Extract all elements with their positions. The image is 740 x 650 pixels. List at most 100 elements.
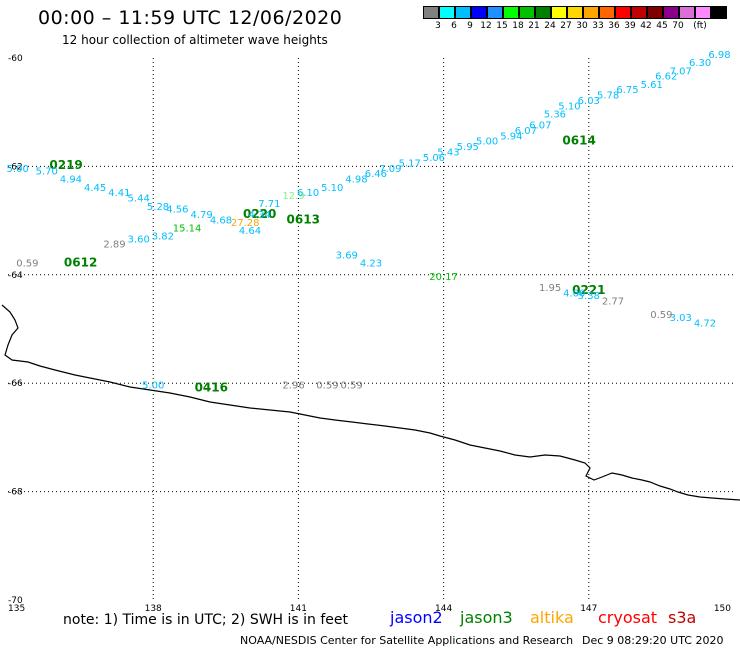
latitude-tick-label: -70 <box>8 596 23 606</box>
color-scale-label: 15 <box>496 21 508 31</box>
wave-height-value: 20.17 <box>429 272 458 283</box>
wave-height-value: 5.78 <box>597 91 619 102</box>
wave-height-value: 5.36 <box>544 110 566 121</box>
wave-height-value: 5.06 <box>423 153 445 164</box>
map-frame <box>7 57 735 601</box>
color-scale-bar <box>423 6 727 19</box>
antarctic-coastline <box>1 304 740 501</box>
satellite-legend-jason2: jason2 <box>390 608 443 627</box>
color-scale-label: 27 <box>560 21 572 31</box>
wave-height-value: 4.34 <box>249 210 271 221</box>
color-scale-label: 36 <box>608 21 620 31</box>
color-scale-label: 9 <box>467 21 473 31</box>
color-swatch <box>663 6 679 19</box>
map-title: 00:00 – 11:59 UTC 12/06/2020 <box>38 7 343 29</box>
wave-height-value: 2.89 <box>103 240 125 251</box>
wave-height-value: 4.00 <box>563 288 585 299</box>
color-scale-label: 39 <box>624 21 636 31</box>
wave-height-value: 27.28 <box>231 218 260 229</box>
wave-height-value: 5.00 <box>476 137 498 148</box>
wave-height-value: 12.9 <box>282 191 304 202</box>
color-swatch <box>503 6 519 19</box>
wave-height-value: 6.98 <box>708 50 730 61</box>
color-swatch <box>679 6 695 19</box>
wave-height-value: 4.79 <box>190 210 212 221</box>
wave-height-value: 6.75 <box>616 85 638 96</box>
wave-height-value: 2.96 <box>282 381 304 392</box>
color-swatch <box>695 6 711 19</box>
latitude-tick-label: -62 <box>8 162 23 172</box>
color-scale-label: 6 <box>451 21 457 31</box>
track-time-label: 0220 <box>243 207 276 221</box>
satellite-legend-jason3: jason3 <box>460 608 513 627</box>
track-time-label: 0219 <box>49 158 82 172</box>
latitude-tick-label: -68 <box>8 488 23 498</box>
track-time-label: 0613 <box>287 212 320 226</box>
wave-height-value: 4.72 <box>694 318 716 329</box>
wave-height-value: 4.64 <box>239 226 261 237</box>
color-swatch <box>439 6 455 19</box>
generation-timestamp: Dec 9 08:29:20 UTC 2020 <box>582 634 724 647</box>
wave-height-value: 5.10 <box>321 183 343 194</box>
wave-height-value: 7.71 <box>258 199 280 210</box>
wave-height-value: 5.17 <box>399 158 421 169</box>
color-scale-label: 45 <box>656 21 668 31</box>
wave-height-value: 6.07 <box>529 120 551 131</box>
wave-height-value: 3.82 <box>152 232 174 243</box>
wave-height-value: 4.41 <box>108 188 130 199</box>
wave-height-value: 5.61 <box>641 80 663 91</box>
wave-height-value: 5.94 <box>500 131 522 142</box>
wave-height-value: 6.07 <box>515 126 537 137</box>
wave-height-value: 4.94 <box>60 175 82 186</box>
wave-height-value: 5.44 <box>128 194 150 205</box>
latitude-tick-label: -60 <box>8 54 23 64</box>
color-swatch <box>615 6 631 19</box>
wave-height-value: 4.23 <box>360 259 382 270</box>
satellite-legend-s3a: s3a <box>668 608 697 627</box>
wave-height-value: 3.03 <box>670 313 692 324</box>
wave-height-value: 5.00 <box>7 164 29 175</box>
wave-height-value: 7.09 <box>379 164 401 175</box>
color-scale-label: (ft) <box>693 21 707 31</box>
track-time-label: 0416 <box>195 380 228 394</box>
color-scale-label: 33 <box>592 21 604 31</box>
wave-height-value: 4.98 <box>345 175 367 186</box>
graticule-grid <box>8 58 734 600</box>
satellite-legend-cryosat: cryosat <box>598 608 658 627</box>
color-scale-label: 3 <box>435 21 441 31</box>
longitude-tick-label: 144 <box>435 604 452 614</box>
longitude-tick-label: 135 <box>8 604 25 614</box>
wave-height-value: 0.59 <box>650 310 672 321</box>
track-time-label: 0614 <box>562 134 595 148</box>
color-swatch <box>631 6 647 19</box>
wave-height-value: 5.70 <box>36 167 58 178</box>
wave-height-value: 15.14 <box>173 223 202 234</box>
wave-height-value: 3.60 <box>128 234 150 245</box>
wave-height-values: 5.00 5.704.944.45 4.415.445.284.56 4.794.68… <box>7 50 731 392</box>
color-swatch <box>471 6 487 19</box>
color-swatch <box>519 6 535 19</box>
wave-height-value: 6.30 <box>689 58 711 69</box>
color-scale-label: 21 <box>528 21 540 31</box>
wave-height-value: 3.69 <box>336 251 358 262</box>
wave-height-value: 6.62 <box>655 72 677 83</box>
color-scale-label: 12 <box>480 21 492 31</box>
wave-height-value: 5.95 <box>457 142 479 153</box>
longitude-tick-label: 147 <box>580 604 597 614</box>
satellite-legend-altika: altika <box>530 608 574 627</box>
track-time-labels: 0219 0220 0613 0612 0614 0221 0416 <box>49 134 605 395</box>
color-scale-label: 24 <box>544 21 556 31</box>
color-swatch <box>455 6 471 19</box>
footer-note: note: 1) Time is in UTC; 2) SWH is in fe… <box>63 612 349 628</box>
wave-height-value: 5.00 <box>142 381 164 392</box>
wave-height-value: 4.68 <box>210 215 232 226</box>
track-time-label: 0612 <box>64 256 97 270</box>
wave-height-value: 5.43 <box>437 148 459 159</box>
wave-height-value: 5.28 <box>147 202 169 213</box>
color-scale-labels: 3 6 9 12 15 18 21 24 27 30 33 36 39 42 45 70 (ft) <box>423 21 740 33</box>
longitude-tick-label: 138 <box>145 604 162 614</box>
credit-line: NOAA/NESDIS Center for Satellite Applica… <box>240 634 574 647</box>
color-swatch <box>487 6 503 19</box>
wave-height-value: 0.59 <box>16 259 38 270</box>
